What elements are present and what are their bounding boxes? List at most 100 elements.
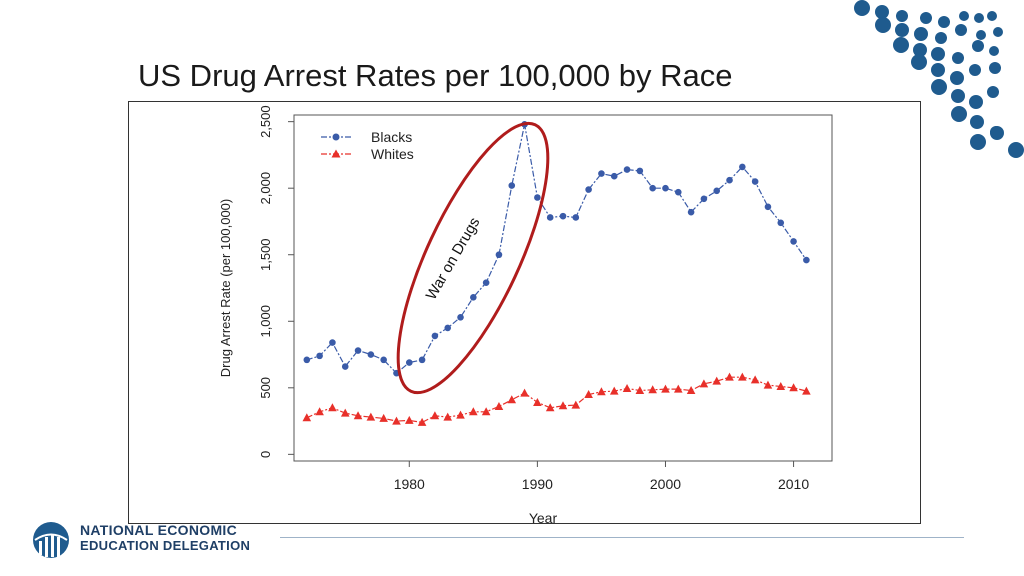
data-point-blacks bbox=[316, 352, 323, 360]
decorative-dot bbox=[993, 27, 1003, 37]
decorative-dot bbox=[950, 71, 964, 85]
decorative-dot bbox=[896, 10, 908, 22]
data-point-whites bbox=[738, 372, 747, 381]
decorative-dot-pattern bbox=[854, 0, 1024, 158]
data-point-whites bbox=[545, 403, 555, 412]
decorative-dot bbox=[970, 115, 984, 129]
data-point-whites bbox=[443, 412, 453, 421]
plot-area bbox=[293, 114, 833, 462]
decorative-dot bbox=[931, 63, 945, 77]
data-point-blacks bbox=[803, 256, 810, 264]
data-point-blacks bbox=[457, 313, 464, 321]
data-point-blacks bbox=[431, 332, 439, 340]
decorative-dot bbox=[969, 95, 983, 109]
data-point-blacks bbox=[367, 351, 375, 358]
decorative-dot bbox=[990, 126, 1002, 138]
x-tick-label: 2010 bbox=[778, 476, 809, 492]
data-point-blacks bbox=[495, 251, 503, 259]
decorative-dot bbox=[911, 54, 927, 70]
annotation-label: War on Drugs bbox=[423, 215, 484, 303]
data-point-whites bbox=[673, 384, 683, 393]
data-point-blacks bbox=[764, 203, 772, 211]
legend-label-blacks: Blacks bbox=[371, 129, 412, 145]
decorative-dot bbox=[989, 62, 1001, 74]
data-point-whites bbox=[507, 395, 517, 404]
data-point-whites bbox=[456, 410, 465, 419]
data-point-whites bbox=[366, 412, 376, 421]
legend-marker-blacks bbox=[332, 133, 340, 141]
data-point-whites bbox=[686, 385, 696, 394]
decorative-dot bbox=[935, 32, 947, 44]
annotation-ellipse bbox=[396, 121, 550, 395]
legend-label-whites: Whites bbox=[371, 146, 414, 162]
data-point-whites bbox=[558, 401, 568, 410]
decorative-dot bbox=[1008, 142, 1024, 158]
data-point-blacks bbox=[598, 170, 605, 177]
decorative-dot bbox=[854, 0, 870, 16]
data-point-whites bbox=[597, 387, 606, 396]
data-point-whites bbox=[789, 383, 798, 392]
decorative-dot bbox=[959, 11, 969, 21]
data-point-blacks bbox=[444, 324, 452, 332]
data-point-whites bbox=[494, 401, 504, 410]
decorative-dot bbox=[969, 64, 981, 76]
decorative-dot bbox=[989, 46, 999, 56]
data-point-whites bbox=[750, 375, 760, 384]
data-point-blacks bbox=[341, 363, 349, 370]
decorative-dot bbox=[952, 52, 964, 64]
decorative-dot bbox=[970, 134, 986, 150]
decorative-dot bbox=[913, 43, 927, 57]
data-point-whites bbox=[417, 417, 427, 426]
data-point-blacks bbox=[687, 208, 695, 216]
decorative-dot bbox=[987, 86, 999, 98]
decorative-dot bbox=[976, 30, 986, 40]
data-point-whites bbox=[635, 385, 645, 394]
data-point-whites bbox=[763, 380, 773, 389]
data-point-whites bbox=[648, 385, 657, 394]
data-point-blacks bbox=[739, 163, 746, 171]
data-point-whites bbox=[712, 376, 722, 385]
data-point-blacks bbox=[508, 182, 516, 189]
y-tick-label: 500 bbox=[258, 377, 273, 399]
data-point-blacks bbox=[585, 186, 592, 193]
data-point-blacks bbox=[572, 214, 580, 221]
data-point-blacks bbox=[354, 347, 362, 354]
data-point-whites bbox=[315, 407, 324, 416]
series-line-blacks bbox=[306, 124, 807, 375]
logo-text-line2: EDUCATION DELEGATION bbox=[80, 538, 251, 553]
decorative-dot bbox=[987, 11, 997, 21]
data-point-blacks bbox=[534, 194, 541, 201]
data-point-whites bbox=[328, 403, 337, 412]
data-point-whites bbox=[609, 386, 619, 395]
logo-text-line1: NATIONAL ECONOMIC bbox=[80, 522, 238, 538]
data-point-whites bbox=[725, 372, 734, 381]
data-point-whites bbox=[776, 381, 786, 390]
data-point-blacks bbox=[623, 166, 631, 173]
data-point-blacks bbox=[700, 195, 708, 203]
y-tick-label: 2,000 bbox=[258, 172, 273, 205]
data-point-whites bbox=[379, 413, 388, 422]
data-point-blacks bbox=[726, 176, 733, 184]
y-tick-label: 2,500 bbox=[258, 105, 273, 138]
data-point-blacks bbox=[751, 178, 759, 185]
data-point-blacks bbox=[790, 238, 797, 245]
decorative-dot bbox=[893, 37, 909, 53]
data-point-blacks bbox=[470, 294, 477, 301]
x-axis-title: Year bbox=[529, 510, 558, 523]
data-point-whites bbox=[571, 400, 581, 409]
data-point-blacks bbox=[777, 219, 785, 227]
data-point-blacks bbox=[546, 214, 554, 221]
decorative-dot bbox=[895, 23, 909, 37]
data-point-whites bbox=[661, 384, 670, 393]
y-tick-label: 1,000 bbox=[258, 305, 273, 338]
decorative-dot bbox=[920, 12, 932, 24]
data-point-blacks bbox=[418, 356, 426, 364]
decorative-dot bbox=[914, 27, 928, 41]
decorative-dot bbox=[875, 5, 889, 19]
data-point-whites bbox=[302, 413, 312, 422]
decorative-dot bbox=[875, 17, 891, 33]
data-point-blacks bbox=[713, 187, 721, 195]
data-point-whites bbox=[520, 388, 529, 397]
decorative-dot bbox=[972, 40, 984, 52]
x-tick-label: 1990 bbox=[522, 476, 553, 492]
